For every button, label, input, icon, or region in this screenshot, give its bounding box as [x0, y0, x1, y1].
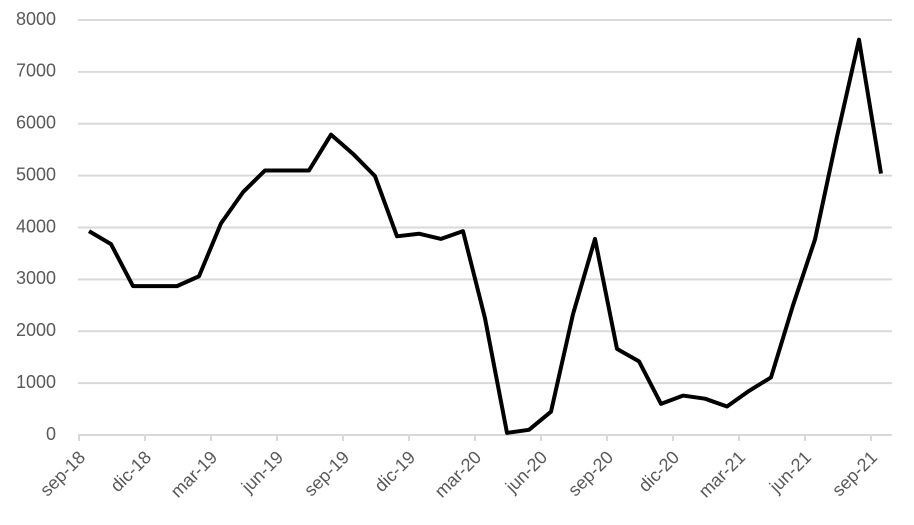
x-tick-label: jun-20 [501, 447, 551, 497]
y-tick-label: 1000 [16, 372, 56, 392]
x-tick-label: jun-21 [765, 447, 815, 497]
y-tick-label: 6000 [16, 113, 56, 133]
x-tick-label: sep-20 [564, 447, 617, 500]
y-tick-label: 3000 [16, 268, 56, 288]
x-tick-label: dic-18 [106, 447, 155, 496]
y-tick-label: 0 [46, 424, 56, 444]
x-tick-label: mar-19 [167, 447, 221, 501]
x-tick-label: dic-20 [634, 447, 683, 496]
y-tick-label: 7000 [16, 61, 56, 81]
x-tick-label: sep-18 [36, 447, 89, 500]
y-tick-label: 2000 [16, 320, 56, 340]
y-tick-label: 8000 [16, 9, 56, 29]
y-tick-label: 4000 [16, 216, 56, 236]
x-tick-label: dic-19 [370, 447, 419, 496]
x-tick-label: mar-20 [431, 447, 485, 501]
x-tick-label: mar-21 [695, 447, 749, 501]
y-tick-label: 5000 [16, 164, 56, 184]
x-tick-label: sep-21 [828, 447, 881, 500]
x-tick-label: jun-19 [237, 447, 287, 497]
line-series [87, 37, 883, 435]
x-tick-label: sep-19 [300, 447, 353, 500]
